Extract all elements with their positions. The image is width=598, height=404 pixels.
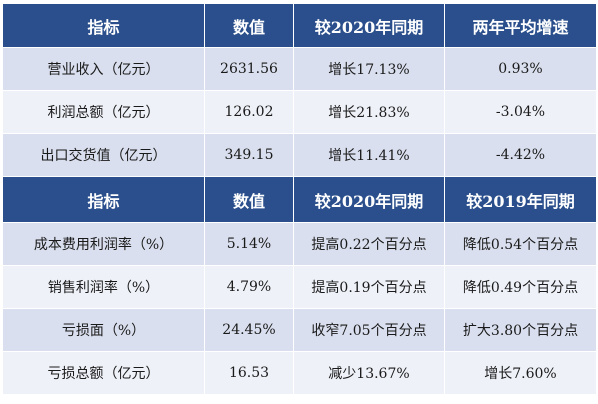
table-row: 成本费用利润率（%） 5.14% 提高0.22个百分点 降低0.54个百分点	[2, 222, 597, 266]
table-cell: 4.79%	[204, 265, 294, 309]
table2-header-vs-2020: 较2020年同期	[293, 176, 445, 223]
table1-header-indicator: 指标	[2, 3, 205, 48]
table-cell: 增长7.60%	[444, 351, 597, 395]
table2-header-value: 数值	[204, 176, 294, 223]
table-cell: 增长21.83%	[293, 90, 445, 134]
table-cell: 24.45%	[204, 308, 294, 352]
table-cell: 亏损面（%）	[2, 308, 205, 352]
table-row: 利润总额（亿元） 126.02 增长21.83% -3.04%	[2, 90, 597, 134]
table-cell: 增长17.13%	[293, 47, 445, 91]
table2-header-indicator: 指标	[2, 176, 205, 223]
table-cell: 提高0.19个百分点	[293, 265, 445, 309]
table1-header-row: 指标 数值 较2020年同期 两年平均增速	[2, 3, 597, 48]
table-cell: -3.04%	[444, 90, 597, 134]
table-cell: 提高0.22个百分点	[293, 222, 445, 266]
table1-header-vs-2020: 较2020年同期	[293, 3, 445, 48]
table-cell: 亏损总额（亿元）	[2, 351, 205, 395]
table-cell: 349.15	[204, 133, 294, 177]
table-row: 亏损总额（亿元） 16.53 减少13.67% 增长7.60%	[2, 351, 597, 395]
table-cell: -4.42%	[444, 133, 597, 177]
table-cell: 扩大3.80个百分点	[444, 308, 597, 352]
table1-header-two-year-avg: 两年平均增速	[444, 3, 597, 48]
table-row: 营业收入（亿元） 2631.56 增长17.13% 0.93%	[2, 47, 597, 91]
table-cell: 降低0.54个百分点	[444, 222, 597, 266]
table2-header-row: 指标 数值 较2020年同期 较2019年同期	[2, 176, 597, 223]
table-cell: 降低0.49个百分点	[444, 265, 597, 309]
table-cell: 出口交货值（亿元）	[2, 133, 205, 177]
table-row: 亏损面（%） 24.45% 收窄7.05个百分点 扩大3.80个百分点	[2, 308, 597, 352]
table-cell: 5.14%	[204, 222, 294, 266]
table-cell: 收窄7.05个百分点	[293, 308, 445, 352]
table-cell: 销售利润率（%）	[2, 265, 205, 309]
table-cell: 增长11.41%	[293, 133, 445, 177]
table-cell: 2631.56	[204, 47, 294, 91]
table1-header-value: 数值	[204, 3, 294, 48]
table-cell: 126.02	[204, 90, 294, 134]
table-row: 出口交货值（亿元） 349.15 增长11.41% -4.42%	[2, 133, 597, 177]
table-cell: 利润总额（亿元）	[2, 90, 205, 134]
table-cell: 减少13.67%	[293, 351, 445, 395]
table-cell: 成本费用利润率（%）	[2, 222, 205, 266]
industry-stats-table: 指标 数值 较2020年同期 两年平均增速 营业收入（亿元） 2631.56 增…	[2, 3, 597, 395]
table-cell: 营业收入（亿元）	[2, 47, 205, 91]
table2-header-vs-2019: 较2019年同期	[444, 176, 597, 223]
table-cell: 16.53	[204, 351, 294, 395]
table-cell: 0.93%	[444, 47, 597, 91]
table-row: 销售利润率（%） 4.79% 提高0.19个百分点 降低0.49个百分点	[2, 265, 597, 309]
